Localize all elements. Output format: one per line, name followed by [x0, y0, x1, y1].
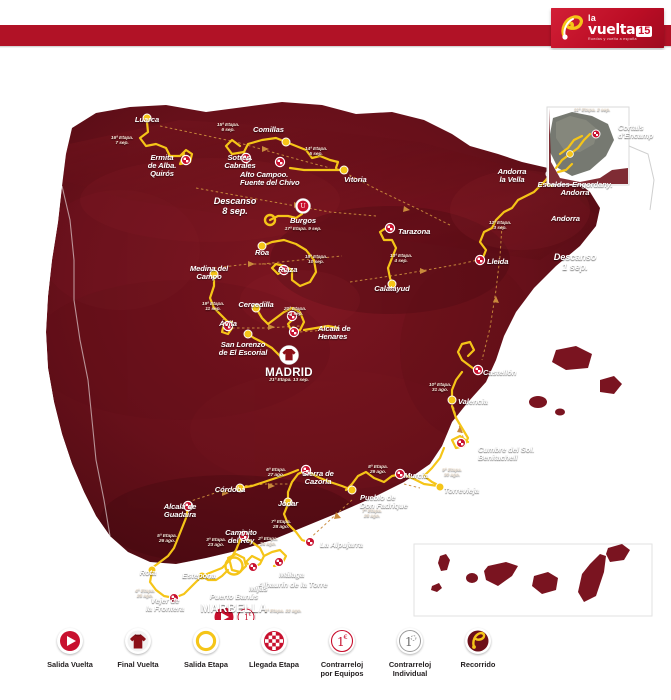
- logo-vuelta-text: vuelta: [588, 22, 636, 38]
- vuelta-logo[interactable]: la vuelta la vuelta 15 Ruedas y vuelta a…: [551, 8, 664, 48]
- spain-map-svg: U 1 €: [40, 102, 655, 620]
- svg-text:1: 1: [337, 635, 345, 649]
- banner-shadow: [0, 46, 671, 48]
- legend-item-final-vuelta[interactable]: Final Vuelta: [104, 628, 172, 679]
- svg-text:1: 1: [405, 635, 413, 649]
- andorra-locator: [628, 145, 655, 211]
- legend-items: Salida Vuelta Final Vuelta Salida Etapa Lle…: [36, 628, 512, 679]
- logo-year-badge: 15: [636, 25, 653, 37]
- logo-tagline: Ruedas y vuelta a españa: [588, 37, 637, 41]
- burgos-tt-marker: U: [295, 198, 311, 214]
- legend-item-llegada-etapa[interactable]: Llegada Etapa: [240, 628, 308, 679]
- play-circle-icon: [57, 628, 83, 654]
- svg-text:U: U: [300, 202, 306, 210]
- legend-item-label: Contrarreloj Individual: [388, 660, 432, 679]
- logo-article: la: [588, 13, 596, 23]
- svg-text:€: €: [344, 633, 348, 641]
- yellow-ring-icon: [193, 628, 219, 654]
- spain-landmass: [40, 102, 600, 564]
- canary-islands-inset: [413, 543, 653, 617]
- legend-item-salida-etapa[interactable]: Salida Etapa: [172, 628, 240, 679]
- team-tt-icon: 1 €: [329, 628, 355, 654]
- top-banner: [0, 25, 671, 46]
- marbella-tt-marker: 1 €: [236, 607, 256, 620]
- vuelta-swoosh-icon: [560, 15, 584, 41]
- legend-item-label: Salida Vuelta: [47, 660, 93, 669]
- map-legend: Salida Vuelta Final Vuelta Salida Etapa Lle…: [0, 620, 671, 700]
- balearic-islands: [529, 346, 622, 416]
- legend-item-recorrido[interactable]: Recorrido: [444, 628, 512, 679]
- route-map[interactable]: U 1 €: [0, 50, 671, 620]
- route-swoosh-icon: [465, 628, 491, 654]
- legend-item-label: Salida Etapa: [184, 660, 228, 669]
- legend-item-label: Final Vuelta: [117, 660, 159, 669]
- individual-tt-icon: 1: [397, 628, 423, 654]
- andorra-inset: [546, 106, 630, 186]
- legend-item-contrarreloj-equipos[interactable]: 1 € Contrarreloj por Equipos: [308, 628, 376, 679]
- svg-text:1: 1: [244, 613, 249, 620]
- stage-finish-markers: [168, 152, 486, 604]
- legend-item-label: Llegada Etapa: [248, 660, 300, 669]
- marbella-start-marker: [214, 607, 234, 620]
- legend-item-label: Recorrido: [460, 660, 496, 669]
- legend-item-label: Contrarreloj por Equipos: [320, 660, 364, 679]
- checkered-circle-icon: [261, 628, 287, 654]
- svg-text:€: €: [249, 612, 252, 618]
- transfer-arrows: [222, 146, 499, 519]
- red-jersey-icon: [125, 628, 151, 654]
- legend-item-contrarreloj-individual[interactable]: 1 Contrarreloj Individual: [376, 628, 444, 679]
- madrid-final-marker: [279, 345, 299, 365]
- legend-item-salida-vuelta[interactable]: Salida Vuelta: [36, 628, 104, 679]
